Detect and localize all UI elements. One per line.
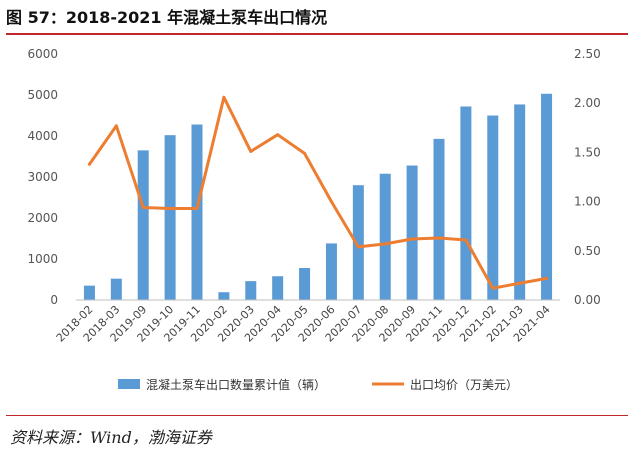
source-note: 资料来源：Wind，渤海证券 (10, 428, 212, 447)
left-tick-label: 6000 (27, 47, 58, 61)
left-tick-label: 1000 (27, 252, 58, 266)
bar-2020-08 (379, 173, 391, 300)
left-tick-label: 0 (50, 293, 58, 307)
bar-series-export-quantity (83, 93, 553, 301)
right-tick-label: 0.00 (574, 293, 601, 307)
left-y-axis: 0 1000 2000 3000 4000 5000 6000 (27, 47, 58, 307)
bar-2021-02 (487, 115, 499, 300)
bar-2020-05 (299, 268, 311, 300)
bar-2020-06 (325, 243, 337, 300)
bar-2019-10 (164, 135, 176, 300)
price-point-2020-05 (303, 151, 307, 155)
price-point-2020-12 (464, 238, 468, 242)
bar-2021-03 (514, 104, 526, 301)
bar-2018-03 (110, 278, 122, 300)
bar-2020-04 (272, 276, 284, 300)
right-tick-label: 2.50 (574, 47, 601, 61)
bar-2019-11 (191, 124, 203, 301)
bar-2020-07 (352, 185, 364, 300)
bar-2020-09 (406, 165, 418, 300)
price-point-2020-06 (329, 200, 333, 204)
price-point-2021-02 (491, 286, 495, 290)
legend-label-line: 出口均价（万美元） (410, 378, 518, 392)
left-tick-label: 4000 (27, 129, 58, 143)
right-y-axis: 0.00 0.50 1.00 1.50 2.00 2.50 (574, 47, 601, 307)
legend-swatch-bar (118, 379, 140, 389)
figure-title: 图 57：2018-2021 年混凝土泵车出口情况 (6, 8, 328, 27)
legend-label-bar: 混凝土泵车出口数量累计值（辆） (146, 377, 326, 392)
bar-2020-02 (218, 292, 230, 300)
left-tick-label: 3000 (27, 170, 58, 184)
title-rule (6, 33, 628, 35)
price-point-2019-09 (141, 206, 145, 209)
right-tick-label: 1.00 (574, 195, 601, 209)
bar-2020-03 (245, 281, 257, 300)
line-series-avg-price (87, 95, 549, 290)
bar-2018-02 (83, 285, 95, 300)
x-axis: 2018-022018-032019-092019-102019-112020-… (54, 299, 560, 345)
price-point-2020-04 (276, 133, 280, 137)
left-tick-label: 2000 (27, 211, 58, 225)
price-point-2018-03 (114, 124, 118, 128)
price-line (87, 95, 549, 290)
source-rule (6, 415, 628, 416)
price-point-2020-02 (222, 95, 226, 99)
bar-2020-12 (460, 106, 472, 300)
price-point-2020-08 (383, 242, 387, 246)
right-tick-label: 0.50 (574, 244, 601, 258)
price-point-2020-07 (356, 245, 360, 249)
price-point-2021-04 (545, 276, 549, 280)
price-point-2019-11 (195, 206, 199, 210)
chart-legend: 混凝土泵车出口数量累计值（辆） 出口均价（万美元） (118, 377, 518, 392)
price-point-2020-09 (410, 237, 414, 241)
price-point-2020-11 (437, 236, 441, 240)
price-point-2018-02 (87, 162, 91, 166)
price-point-2019-10 (168, 206, 172, 210)
bar-2019-09 (137, 150, 149, 300)
right-tick-label: 2.00 (574, 96, 601, 110)
price-point-2020-03 (249, 149, 253, 153)
bar-2021-04 (541, 93, 553, 301)
left-tick-label: 5000 (27, 88, 58, 102)
bar-2020-11 (433, 138, 445, 300)
price-point-2021-03 (518, 281, 522, 285)
right-tick-label: 1.50 (574, 145, 601, 159)
